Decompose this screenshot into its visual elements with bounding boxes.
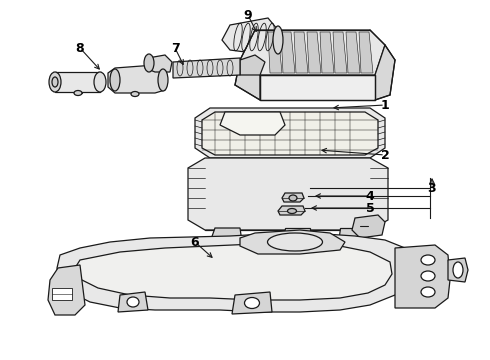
Ellipse shape [144,54,154,72]
Ellipse shape [453,262,463,278]
Polygon shape [188,158,388,230]
Ellipse shape [94,72,106,92]
Ellipse shape [49,72,61,92]
Polygon shape [320,32,334,73]
Polygon shape [278,206,305,215]
Polygon shape [235,60,260,100]
Text: 4: 4 [366,189,374,202]
Polygon shape [338,228,368,242]
Polygon shape [57,233,415,312]
Polygon shape [173,58,240,78]
Ellipse shape [245,297,260,309]
Ellipse shape [273,26,283,54]
Polygon shape [375,45,395,100]
Text: 1: 1 [381,99,390,112]
Text: 8: 8 [75,41,84,54]
Text: 9: 9 [244,9,252,22]
Polygon shape [307,32,321,73]
Polygon shape [210,228,242,242]
Text: 5: 5 [366,202,374,215]
Ellipse shape [421,287,435,297]
Polygon shape [395,245,450,308]
Polygon shape [359,32,373,73]
Polygon shape [222,18,278,55]
Polygon shape [48,265,85,315]
Polygon shape [282,193,304,202]
Ellipse shape [52,77,58,87]
Polygon shape [195,108,385,158]
Polygon shape [352,215,385,238]
Polygon shape [220,112,285,135]
Text: 7: 7 [171,41,179,54]
Ellipse shape [131,91,139,96]
Polygon shape [55,72,100,92]
Polygon shape [268,32,282,73]
Text: 2: 2 [381,149,390,162]
Polygon shape [202,112,378,155]
Polygon shape [108,65,165,93]
Ellipse shape [110,69,120,91]
Polygon shape [118,292,148,312]
Ellipse shape [158,69,168,91]
Ellipse shape [74,90,82,95]
Polygon shape [145,55,172,72]
Polygon shape [75,244,392,300]
Polygon shape [282,228,310,244]
Polygon shape [240,55,265,75]
Ellipse shape [288,208,296,213]
Polygon shape [240,230,345,254]
Polygon shape [260,75,375,100]
Text: 3: 3 [428,181,436,194]
Polygon shape [333,32,347,73]
Polygon shape [294,32,308,73]
Ellipse shape [127,297,139,307]
Polygon shape [240,30,385,75]
Polygon shape [232,292,272,314]
Ellipse shape [268,233,322,251]
Polygon shape [346,32,360,73]
Polygon shape [448,258,468,282]
Polygon shape [52,288,72,300]
Text: 6: 6 [191,235,199,248]
Ellipse shape [421,271,435,281]
Polygon shape [281,32,295,73]
Ellipse shape [421,255,435,265]
Ellipse shape [289,195,297,201]
